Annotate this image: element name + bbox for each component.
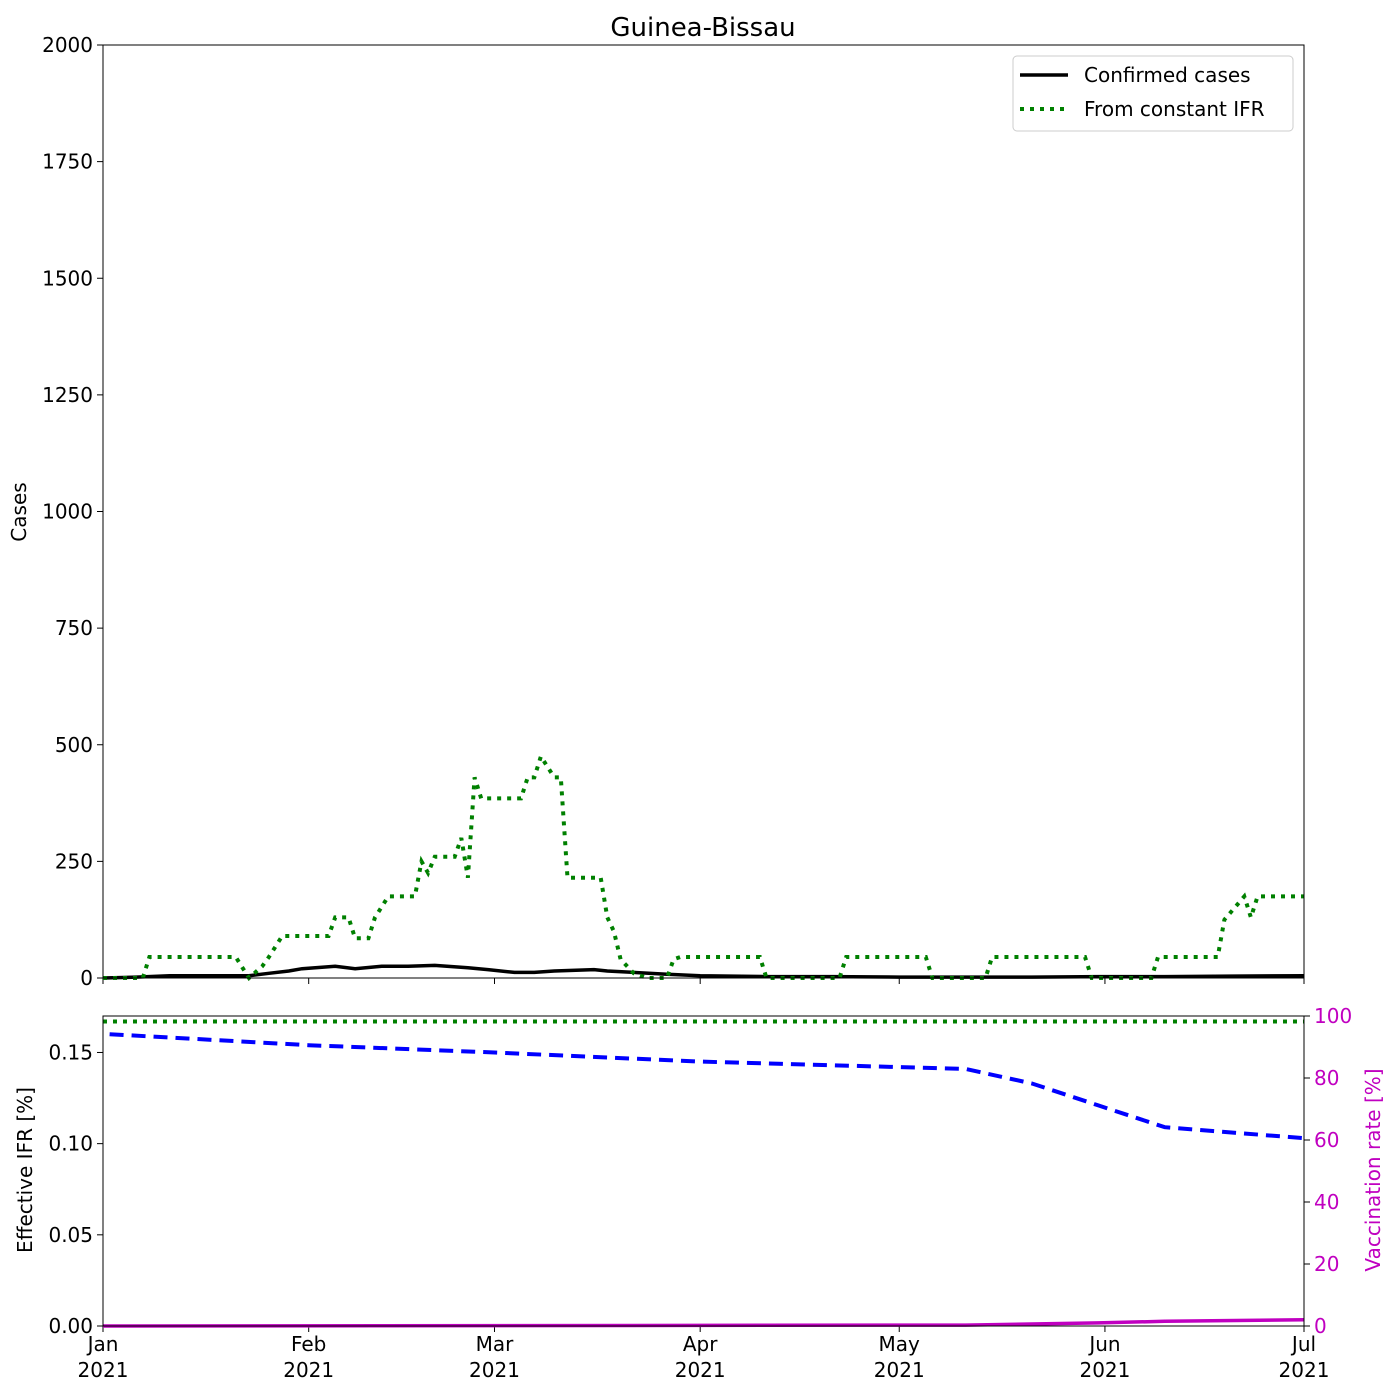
y-axis-label: Cases	[7, 482, 31, 541]
y-tick-label: 0	[80, 966, 93, 990]
series-line	[103, 963, 1304, 980]
series-line	[103, 751, 1304, 981]
series-line	[103, 1318, 1304, 1328]
x-tick-label: Jul 2021	[1278, 1332, 1330, 1382]
y-axis-label: Effective IFR [%]	[13, 1087, 37, 1253]
x-tick-label: Mar 2021	[469, 1332, 520, 1382]
y-tick-label: 1000	[42, 500, 93, 524]
x-tick-label: May 2021	[873, 1332, 925, 1382]
y-tick-label: 1750	[42, 150, 93, 174]
x-tick-label: Feb 2021	[283, 1332, 335, 1382]
legend-label: Confirmed cases	[1084, 63, 1251, 87]
legend-box	[1012, 55, 1294, 132]
y2-tick-label: 60	[1314, 1128, 1339, 1152]
plot-frame	[102, 44, 1305, 979]
plot-frame	[102, 1015, 1305, 1327]
y-tick-label: 500	[55, 733, 93, 757]
y2-tick-label: 0	[1314, 1314, 1327, 1338]
legend-label: From constant IFR	[1084, 97, 1265, 121]
y-tick-label: 0.05	[48, 1223, 93, 1247]
y-tick-label: 750	[55, 616, 93, 640]
y2-tick-label: 20	[1314, 1252, 1339, 1276]
y2-tick-label: 40	[1314, 1190, 1339, 1214]
y2-axis-label: Vaccination rate [%]	[1361, 1068, 1385, 1271]
y-tick-label: 2000	[42, 33, 93, 57]
y-tick-label: 0.15	[48, 1040, 93, 1064]
x-tick-label: Jan 2021	[77, 1332, 129, 1382]
y-tick-label: 0.10	[48, 1132, 93, 1156]
y-tick-label: 1250	[42, 383, 93, 407]
y2-tick-label: 100	[1314, 1004, 1352, 1028]
series-line	[109, 1032, 1304, 1141]
x-tick-label: Jun 2021	[1079, 1332, 1131, 1382]
chart-title: Guinea-Bissau	[610, 13, 795, 43]
y-tick-label: 1500	[42, 266, 93, 290]
y-tick-label: 0.00	[48, 1314, 93, 1338]
y2-tick-label: 80	[1314, 1066, 1339, 1090]
x-tick-label: Apr 2021	[674, 1332, 726, 1382]
y-tick-label: 250	[55, 849, 93, 873]
